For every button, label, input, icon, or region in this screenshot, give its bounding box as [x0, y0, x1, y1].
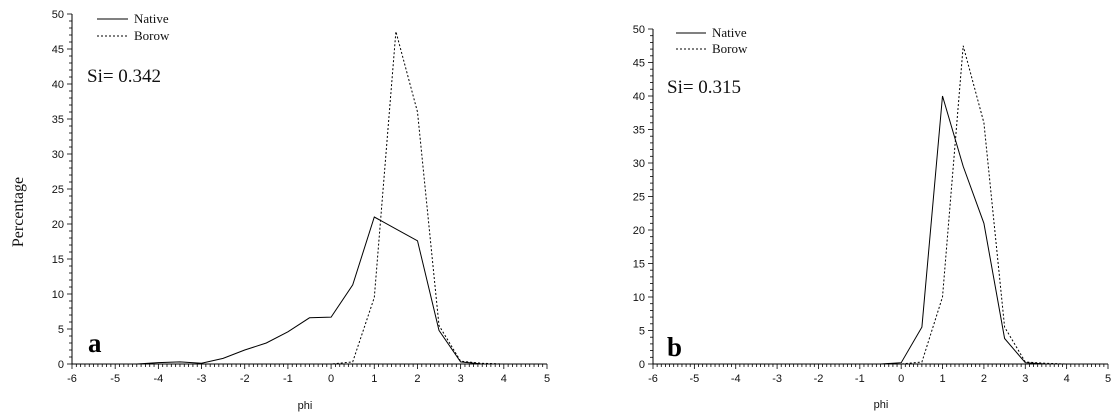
- y-tick-label: 40: [52, 79, 64, 91]
- y-tick-label: 15: [633, 259, 645, 271]
- x-tick-label: -1: [855, 373, 865, 385]
- series-line-native: [797, 95, 1088, 365]
- y-tick-label: 50: [633, 24, 645, 36]
- y-tick-label: 0: [639, 359, 645, 371]
- x-tick-label: -1: [283, 373, 293, 385]
- panel-label: a: [88, 328, 102, 358]
- x-tick-label: 0: [328, 373, 334, 385]
- x-tick-label: 5: [544, 373, 550, 385]
- x-tick-label: 2: [981, 373, 987, 385]
- x-tick-label: 1: [371, 373, 377, 385]
- series-line-native: [136, 216, 526, 365]
- y-tick-label: 45: [52, 44, 64, 56]
- si-annotation: Si= 0.342: [87, 66, 161, 87]
- series-line-borow: [136, 31, 526, 365]
- y-tick-label: 25: [52, 184, 64, 196]
- series-line-borow: [797, 45, 1088, 365]
- legend: Native Borow: [97, 11, 170, 43]
- x-tick-label: -2: [814, 373, 824, 385]
- x-tick-label: -4: [731, 373, 741, 385]
- legend-label-native: Native: [712, 25, 747, 40]
- x-tick-label: 3: [1022, 373, 1028, 385]
- panel-label: b: [667, 332, 682, 362]
- x-tick-label: 2: [414, 373, 420, 385]
- y-tick-label: 20: [52, 219, 64, 231]
- y-tick-label: 10: [52, 289, 64, 301]
- y-tick-label: 10: [633, 292, 645, 304]
- x-tick-label: 4: [1064, 373, 1070, 385]
- x-tick-label: -5: [110, 373, 120, 385]
- y-tick-label: 20: [633, 225, 645, 237]
- x-tick-label: 1: [939, 373, 945, 385]
- x-tick-label: -6: [648, 373, 658, 385]
- y-tick-label: 45: [633, 58, 645, 70]
- legend-label-native: Native: [134, 11, 169, 26]
- chart-panel-b: Si= 0.315 b phi Native Borow -6 -5 -4 -3 -2 -…: [633, 24, 1111, 411]
- y-tick-label: 15: [52, 254, 64, 266]
- y-tick-label: 30: [52, 149, 64, 161]
- y-axis-label: Percentage: [10, 177, 27, 247]
- y-tick-label: 0: [58, 359, 64, 371]
- legend: Native Borow: [676, 25, 748, 56]
- x-tick-label: 5: [1105, 373, 1111, 385]
- x-tick-label: -5: [689, 373, 699, 385]
- legend-label-borow: Borow: [134, 28, 170, 43]
- y-tick-label: 30: [633, 158, 645, 170]
- si-annotation: Si= 0.315: [667, 77, 741, 98]
- y-tick-label: 5: [639, 326, 645, 338]
- x-tick-label: 0: [898, 373, 904, 385]
- x-axis-label: phi: [298, 400, 313, 412]
- x-tick-label: -3: [197, 373, 207, 385]
- x-tick-label: 4: [501, 373, 507, 385]
- x-tick-label: -4: [153, 373, 163, 385]
- x-tick-label: 3: [458, 373, 464, 385]
- x-tick-label: -3: [772, 373, 782, 385]
- y-tick-label: 35: [633, 125, 645, 137]
- y-tick-label: 5: [58, 324, 64, 336]
- x-axis-label: phi: [874, 399, 889, 411]
- y-tick-label: 40: [633, 91, 645, 103]
- x-tick-label: -2: [240, 373, 250, 385]
- y-tick-label: 50: [52, 9, 64, 21]
- x-tick-label: -6: [67, 373, 77, 385]
- chart-panel-a: Percentage Si= 0.342 a phi Native Borow …: [10, 9, 550, 412]
- y-tick-label: 25: [633, 192, 645, 204]
- legend-label-borow: Borow: [712, 41, 748, 56]
- y-tick-label: 35: [52, 114, 64, 126]
